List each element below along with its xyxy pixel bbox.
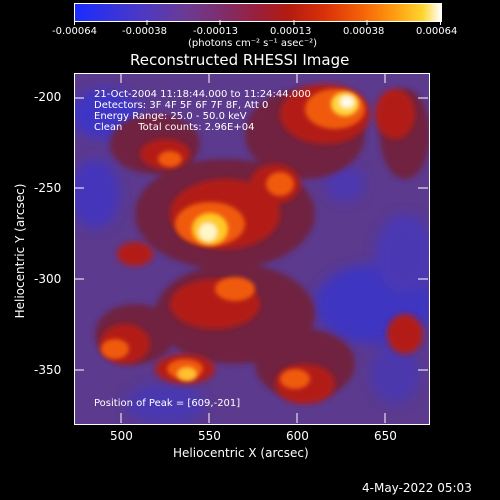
y-tick-label: -250 — [34, 181, 62, 195]
date-stamp: 4-May-2022 05:03 — [362, 481, 472, 495]
info-line: 21-Oct-2004 11:18:44.000 to 11:24:44.000 — [94, 89, 311, 100]
colorbar-tick-label: 0.00064 — [416, 26, 458, 37]
rhessi-image — [75, 74, 429, 424]
info-line: Detectors: 3F 4F 5F 6F 7F 8F, Att 0 — [94, 100, 269, 111]
x-tick-label: 550 — [198, 429, 221, 443]
x-tick-label: 600 — [286, 429, 309, 443]
colorbar-ticks — [74, 20, 441, 25]
colorbar-tick-label: -0.00064 — [52, 26, 97, 37]
colorbar-tick-label: -0.00013 — [193, 26, 238, 37]
info-line: Energy Range: 25.0 - 50.0 keV — [94, 111, 247, 122]
axis-ticks — [74, 73, 428, 423]
colorbar — [74, 3, 442, 22]
x-axis-label: Heliocentric X (arcsec) — [173, 446, 309, 460]
peak-position: Position of Peak = [609,-201] — [94, 398, 241, 409]
colorbar-gradient — [75, 4, 441, 21]
y-tick-label: -300 — [34, 272, 62, 286]
x-tick-label: 650 — [374, 429, 397, 443]
colorbar-tick-label: -0.00038 — [122, 26, 167, 37]
plot-title: Reconstructed RHESSI Image — [130, 51, 350, 69]
y-tick-label: -200 — [34, 90, 62, 104]
image-plot — [74, 73, 430, 425]
x-tick-label: 500 — [110, 429, 133, 443]
colorbar-units: (photons cm⁻² s⁻¹ asec⁻²) — [188, 38, 318, 49]
colorbar-tick-label: 0.00038 — [343, 26, 385, 37]
y-tick-label: -350 — [34, 363, 62, 377]
y-axis-label: Heliocentric Y (arcsec) — [13, 183, 27, 319]
colorbar-tick-label: 0.00013 — [270, 26, 312, 37]
info-line: Clean Total counts: 2.96E+04 — [94, 122, 255, 133]
